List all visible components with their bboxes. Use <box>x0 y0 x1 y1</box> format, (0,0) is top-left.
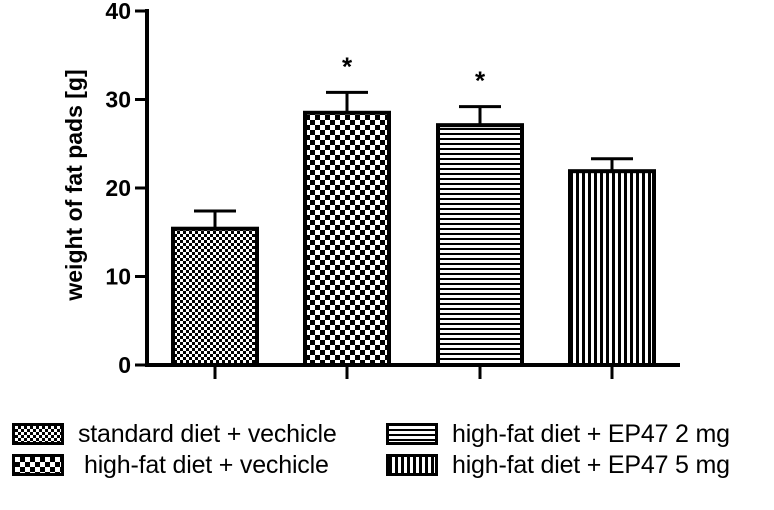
y-tick-label: 20 <box>105 175 131 201</box>
y-tick-label: 40 <box>105 0 131 24</box>
legend-label: high-fat diet + EP47 2 mg <box>452 419 730 448</box>
legend-swatch-horizontal-lines <box>386 423 438 445</box>
significance-marker: * <box>475 66 486 96</box>
legend-item-high-fat-ep47-5mg: high-fat diet + EP47 5 mg <box>386 448 730 482</box>
legend-swatch-vertical-lines <box>386 454 438 476</box>
bar <box>171 226 259 367</box>
chart: * * 0 10 20 30 40 weight of fat pads [g] <box>61 0 680 379</box>
y-tick-label: 0 <box>118 352 131 378</box>
y-axis-label: weight of fat pads [g] <box>61 69 87 301</box>
legend-item-high-fat-vehicle: high-fat diet + vechicle <box>12 448 329 482</box>
legend-swatch-checker <box>12 454 64 476</box>
legend-item-high-fat-ep47-2mg: high-fat diet + EP47 2 mg <box>386 417 730 451</box>
legend-swatch-fine-checker <box>12 423 64 445</box>
legend-label: standard diet + vechicle <box>78 419 337 448</box>
y-tick-label: 10 <box>105 264 131 290</box>
y-tick-label: 30 <box>105 87 131 113</box>
bar <box>303 110 391 368</box>
bar <box>568 169 656 367</box>
bar <box>436 123 524 368</box>
legend-label: high-fat diet + EP47 5 mg <box>452 450 730 479</box>
legend-label: high-fat diet + vechicle <box>84 450 329 479</box>
significance-marker: * <box>342 51 353 81</box>
legend-item-standard-diet-vehicle: standard diet + vechicle <box>12 417 337 451</box>
